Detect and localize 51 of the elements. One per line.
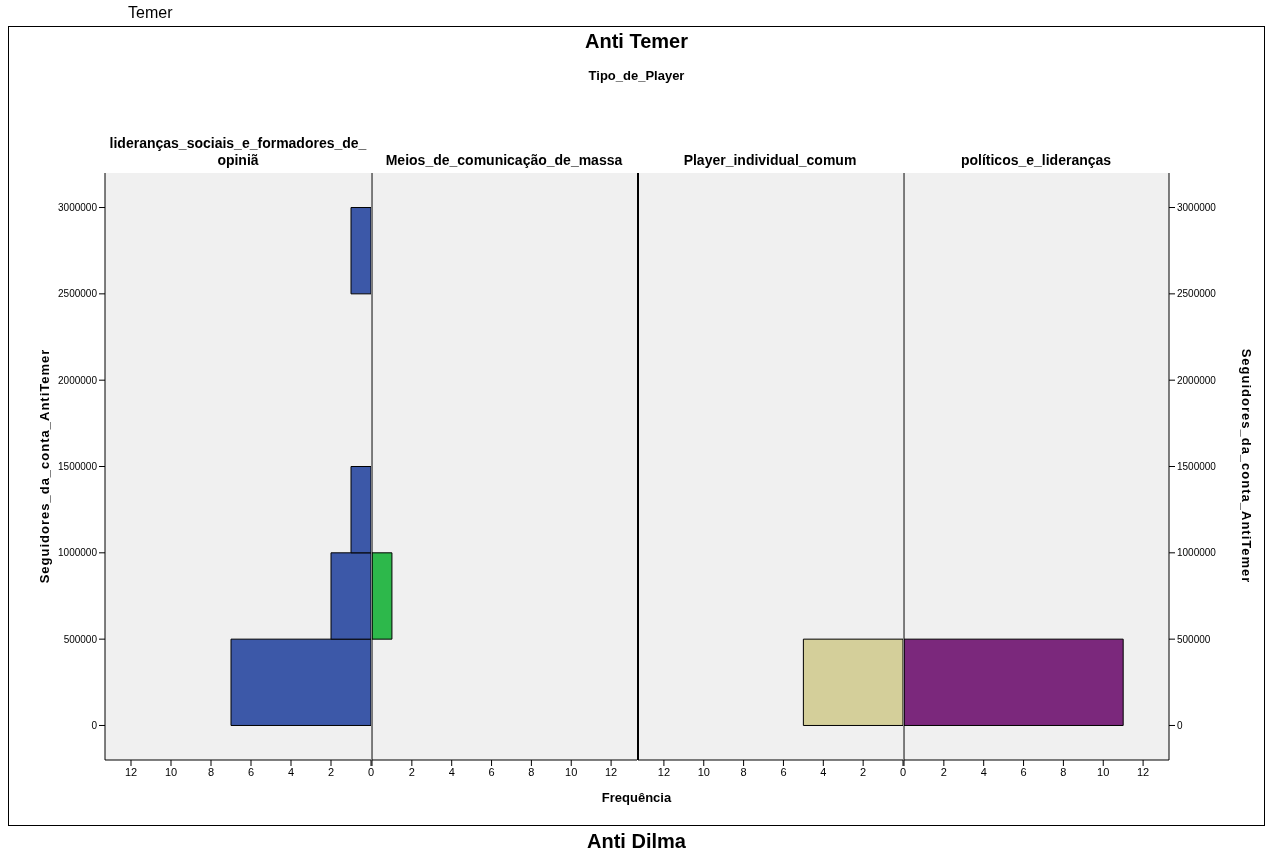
x-tick-label: 12 <box>124 765 138 778</box>
y-tick-label: 2500000 <box>58 288 98 300</box>
text: lideranças_sociais_e_formadores_de_opiniã <box>108 135 368 169</box>
x-tick-label: 12 <box>1136 765 1150 778</box>
text: Meios_de_comunicação_de_massa <box>384 152 624 169</box>
y-tick-label: 500000 <box>1177 633 1211 645</box>
x-tick-label: 12 <box>604 765 618 778</box>
x-tick-label: 2 <box>860 765 867 778</box>
x-tick-label: 6 <box>247 765 255 778</box>
x-tick-label: 4 <box>820 765 827 778</box>
x-tick-label: 8 <box>207 765 215 778</box>
y-tick-label: 2000000 <box>58 374 98 386</box>
x-tick-label: 8 <box>528 765 535 778</box>
text: políticos_e_lideranças <box>959 152 1113 169</box>
y-tick-label: 3000000 <box>58 202 98 214</box>
y-tick-label: 1000000 <box>1177 547 1217 559</box>
text: Frequência <box>600 790 673 805</box>
x-tick-label: 12 <box>657 765 671 778</box>
x-tick-label: 6 <box>780 765 787 778</box>
x-tick-label: 10 <box>697 765 710 778</box>
x-tick-label: 6 <box>1020 765 1027 778</box>
text: Player_individual_comum <box>682 152 858 169</box>
y-tick-label: 0 <box>91 720 98 732</box>
y-tick-label: 500000 <box>63 633 98 645</box>
y-axis-title: Seguidores_da_conta_AntiTemer <box>1238 348 1254 584</box>
y-tick-label: 0 <box>1177 720 1183 732</box>
x-tick-label: 10 <box>1097 765 1110 778</box>
text: Anti Dilma <box>586 830 687 853</box>
x-tick-label: 4 <box>448 765 455 778</box>
x-tick-label: 4 <box>287 765 295 778</box>
text: Tipo_de_Player <box>587 68 686 83</box>
x-tick-label: 2 <box>327 765 335 778</box>
y-tick-label: 1500000 <box>1177 461 1217 473</box>
text: Anti Temer <box>584 30 689 53</box>
y-tick-label: 1500000 <box>58 461 98 473</box>
x-tick-label: 0 <box>899 765 907 778</box>
x-tick-label: 8 <box>1060 765 1067 778</box>
y-tick-label: 2500000 <box>1177 288 1217 300</box>
x-tick-label: 6 <box>488 765 495 778</box>
y-axis-title: Seguidores_da_conta_AntiTemer <box>36 348 52 584</box>
text: Temer <box>128 4 173 22</box>
y-tick-label: 2000000 <box>1177 374 1217 386</box>
x-tick-label: 2 <box>408 765 415 778</box>
x-tick-label: 10 <box>565 765 578 778</box>
x-tick-label: 2 <box>940 765 947 778</box>
x-tick-label: 4 <box>980 765 987 778</box>
x-tick-label: 0 <box>367 765 375 778</box>
x-tick-label: 10 <box>164 765 178 778</box>
y-tick-label: 3000000 <box>1177 202 1217 214</box>
y-tick-label: 1000000 <box>58 547 98 559</box>
x-tick-label: 8 <box>740 765 747 778</box>
